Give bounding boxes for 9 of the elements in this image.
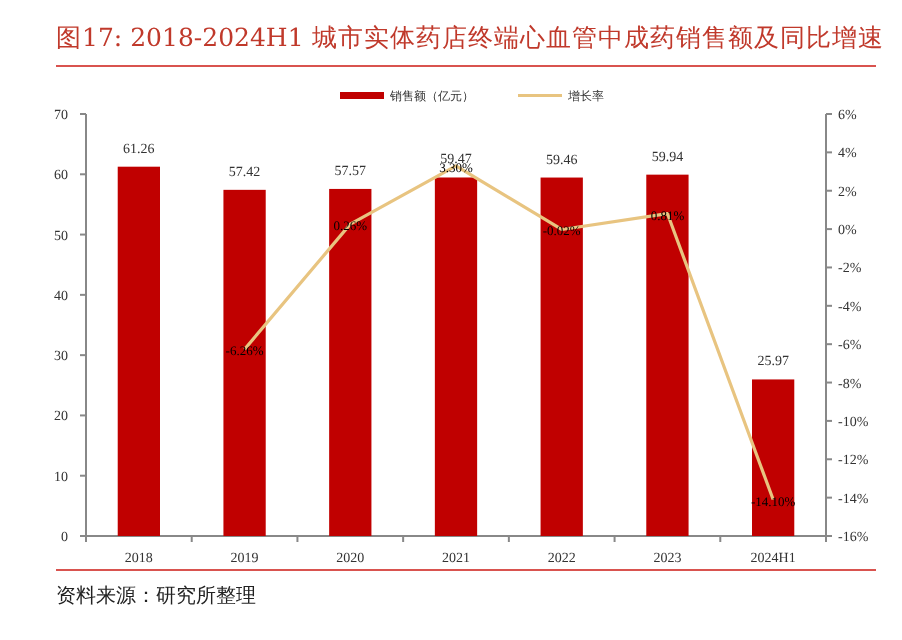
text: 资料来源：研究所整理	[56, 584, 256, 608]
bar	[117, 166, 160, 536]
bar	[434, 177, 478, 536]
bar	[646, 174, 689, 536]
bar	[329, 188, 372, 536]
chart-title: 图17: 2018-2024H1 城市实体药店终端心血管中成药销售额及同比增速	[56, 22, 884, 52]
bar	[223, 189, 266, 536]
bar	[540, 177, 583, 536]
bar	[752, 379, 795, 536]
